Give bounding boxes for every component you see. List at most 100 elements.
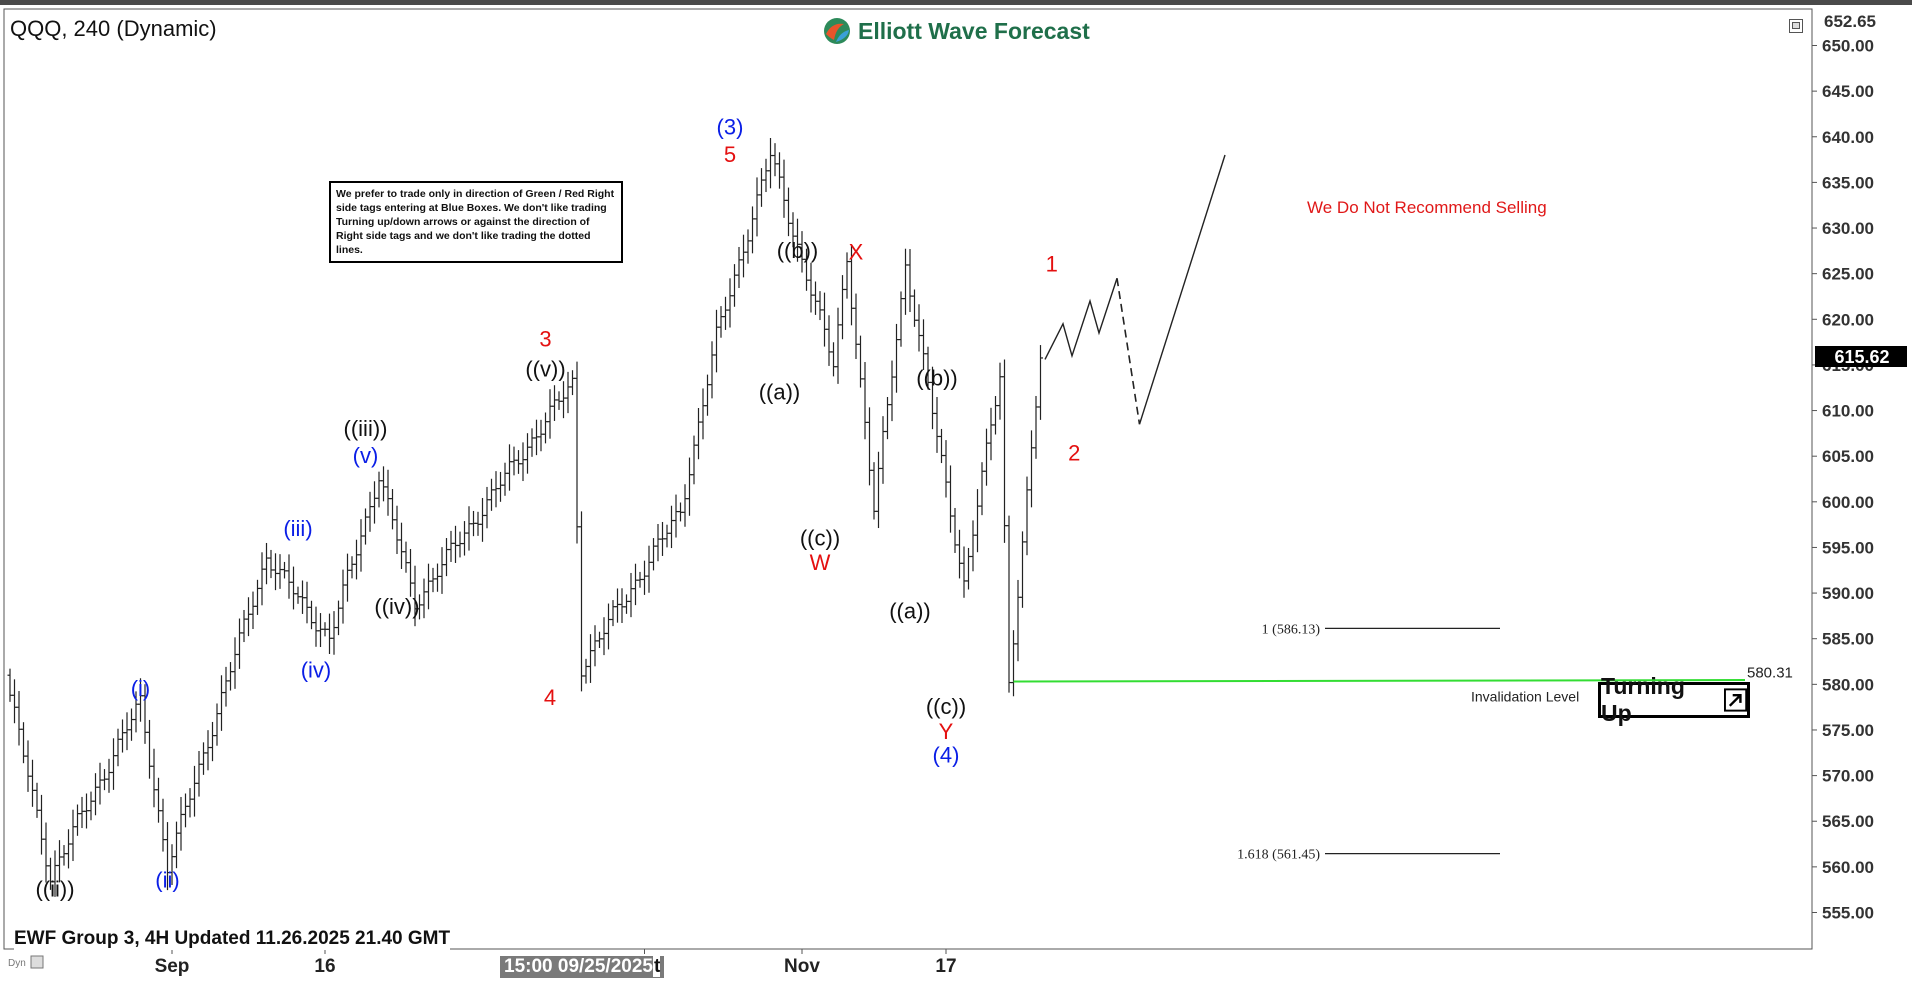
invalidation-text: Invalidation Level — [1471, 689, 1579, 705]
time-tick-label: Sep — [155, 956, 190, 977]
price-axis[interactable]: 650.00 645.00 640.00 635.00 630.00 625.00 620.… — [1812, 37, 1874, 923]
price-bar — [25, 740, 31, 792]
plot-area-border — [3, 8, 1813, 950]
projection-rally — [1138, 154, 1226, 425]
price-bar — [367, 491, 373, 532]
price-bar — [462, 521, 467, 556]
price-bar — [1002, 359, 1007, 543]
price-bar — [372, 481, 377, 524]
price-bar — [628, 572, 634, 618]
wave-label: 2 — [1068, 440, 1080, 465]
wave-label: ((b)) — [777, 238, 819, 263]
price-bar — [21, 722, 26, 764]
price-bar — [948, 465, 953, 533]
price-bar — [867, 407, 872, 486]
price-bar — [390, 489, 395, 530]
price-bar — [237, 618, 242, 669]
wave-label: ((c)) — [800, 525, 840, 550]
price-bar — [606, 603, 611, 650]
price-bar — [214, 703, 220, 746]
price-tick-label: 595.00 — [1822, 538, 1874, 557]
price-bar — [547, 389, 553, 439]
price-bars — [7, 138, 1043, 897]
wave-label: (iii) — [283, 516, 312, 541]
price-bar — [471, 510, 476, 537]
price-tick-label: 645.00 — [1822, 82, 1874, 101]
price-bar — [93, 773, 98, 816]
dyn-icon — [30, 955, 44, 969]
price-bar — [277, 554, 283, 589]
price-bar — [669, 505, 674, 549]
price-bar — [322, 622, 328, 637]
price-bar — [700, 388, 706, 440]
wave-label: ((ii)) — [35, 877, 74, 902]
price-bar — [741, 234, 746, 278]
price-bar — [826, 315, 832, 366]
restore-window-icon[interactable] — [1789, 19, 1803, 33]
price-bar — [327, 613, 332, 654]
price-bar — [768, 138, 773, 189]
ewf-logo: Elliott Wave Forecast — [822, 16, 1090, 46]
price-bar — [898, 291, 904, 347]
turning-up-text: Turning Up — [1601, 673, 1685, 726]
price-bar — [430, 567, 436, 593]
price-bar — [484, 486, 490, 529]
price-bar — [966, 547, 971, 590]
top-border-bar — [0, 0, 1912, 5]
wave-label: (v) — [353, 443, 379, 468]
price-bar — [115, 728, 121, 767]
price-bar — [309, 600, 314, 630]
price-bar — [16, 691, 22, 746]
price-bar — [183, 793, 188, 828]
price-tick-label: 650.00 — [1822, 37, 1874, 56]
price-bar — [858, 335, 863, 388]
price-bar — [880, 416, 886, 484]
price-bar — [255, 579, 260, 615]
price-bar — [957, 529, 962, 579]
price-bar — [894, 323, 899, 393]
price-bar — [970, 520, 976, 572]
price-bar — [988, 407, 994, 461]
price-bar — [588, 634, 593, 683]
price-bar — [664, 524, 670, 548]
price-bar — [759, 168, 764, 207]
logo-globe-icon — [824, 18, 850, 44]
price-bar — [601, 617, 607, 656]
price-bar — [120, 719, 125, 753]
price-bar — [718, 306, 724, 338]
price-bar — [502, 462, 508, 496]
price-bar — [210, 721, 215, 762]
price-bar — [282, 561, 287, 579]
fib-level-label: 1 (586.13) — [1262, 622, 1321, 637]
price-bar — [498, 471, 503, 502]
price-tick-label: 570.00 — [1822, 767, 1874, 786]
price-bar — [300, 580, 305, 614]
price-bar — [480, 497, 485, 542]
wave-label: ((iii)) — [344, 416, 388, 441]
price-bar — [241, 609, 247, 643]
price-bar — [691, 435, 697, 485]
top-price-label: 652.65 — [1824, 12, 1876, 31]
price-bar — [264, 542, 269, 585]
price-tick-label: 580.00 — [1822, 675, 1874, 694]
price-bar — [921, 319, 926, 370]
price-bar — [682, 484, 688, 527]
price-bar — [885, 396, 890, 440]
price-bar — [381, 466, 386, 502]
price-bar — [592, 625, 598, 667]
price-bar — [268, 549, 274, 579]
fib-level-label: 1.618 (561.45) — [1237, 848, 1320, 863]
price-tick-label: 575.00 — [1822, 721, 1874, 740]
wave-label: (3) — [717, 115, 744, 140]
price-bar — [435, 563, 440, 592]
price-bar — [736, 246, 742, 289]
price-bar — [997, 362, 1003, 420]
price-bar — [147, 719, 152, 779]
price-bar — [574, 361, 580, 544]
price-bar — [763, 158, 769, 193]
price-bar — [525, 433, 530, 474]
price-bar — [723, 296, 728, 330]
price-bar — [579, 511, 584, 692]
time-tick-label: Nov — [784, 956, 820, 977]
